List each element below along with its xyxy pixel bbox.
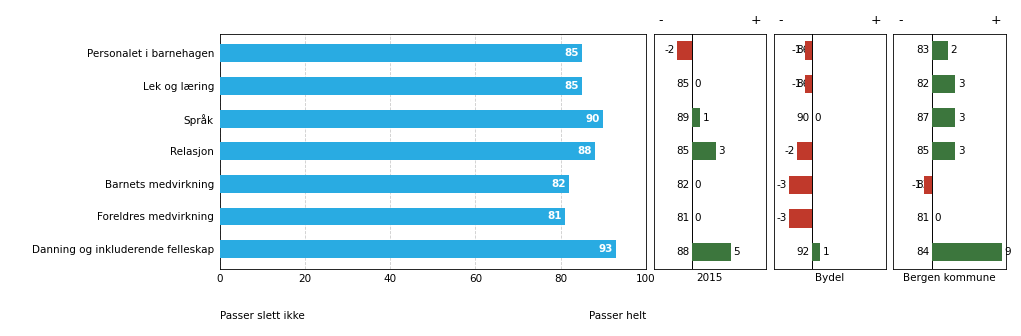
Text: 3: 3 [958,79,964,89]
Text: +: + [990,13,1002,27]
Bar [677,41,692,60]
Bar [805,75,813,93]
Bar [220,77,582,95]
Text: 87: 87 [676,45,689,55]
Text: -3: -3 [776,180,787,190]
Text: 89: 89 [676,113,689,123]
Text: 85: 85 [676,146,689,156]
Bar [789,175,813,194]
Bar [796,142,813,160]
Text: 0: 0 [815,113,821,123]
Text: 90: 90 [586,114,600,124]
Bar [932,41,947,60]
Bar [805,41,813,60]
Text: 85: 85 [676,79,689,89]
Text: 3: 3 [958,113,964,123]
Bar [220,208,565,225]
Bar [789,209,813,227]
Text: 90: 90 [796,146,810,156]
Text: 81: 81 [676,213,689,223]
Text: 92: 92 [796,247,810,257]
Text: 90: 90 [796,113,810,123]
Text: 81: 81 [916,213,929,223]
Text: -1: -1 [792,79,803,89]
Bar [220,142,595,160]
Text: 82: 82 [676,180,689,190]
Bar [220,240,617,258]
Text: -: - [778,13,782,27]
Text: 2: 2 [950,45,957,55]
Text: 1: 1 [702,113,709,123]
Text: -1: -1 [912,180,922,190]
Text: Passer slett ikke: Passer slett ikke [220,311,304,321]
Text: Passer helt: Passer helt [589,311,646,321]
Text: 87: 87 [916,113,929,123]
Text: 85: 85 [916,146,929,156]
Text: 88: 88 [577,146,591,156]
Text: 93: 93 [598,244,613,254]
Text: 81: 81 [547,211,562,221]
X-axis label: Bergen kommune: Bergen kommune [904,273,995,283]
Bar [220,175,570,193]
Bar [932,142,956,160]
Text: 1: 1 [822,247,829,257]
Text: 84: 84 [796,213,810,223]
Text: 83: 83 [916,45,929,55]
Text: 0: 0 [694,79,701,89]
Text: 86: 86 [796,45,810,55]
Bar [932,75,956,93]
Text: -: - [897,13,903,27]
Bar [692,142,716,160]
Text: 85: 85 [796,180,810,190]
Text: 0: 0 [694,213,701,223]
Text: +: + [871,13,881,27]
Bar [692,243,731,261]
Text: 0: 0 [934,213,941,223]
Text: 85: 85 [565,48,579,58]
Bar [220,44,582,62]
Text: 82: 82 [551,179,566,189]
Text: 3: 3 [718,146,725,156]
Bar [932,108,956,127]
Text: 83: 83 [916,180,929,190]
Text: 84: 84 [916,247,929,257]
Bar [924,175,932,194]
Text: 9: 9 [1004,247,1011,257]
Text: -: - [659,13,663,27]
Text: 3: 3 [958,146,964,156]
X-axis label: 2015: 2015 [696,273,723,283]
X-axis label: Bydel: Bydel [815,273,844,283]
Text: -2: -2 [784,146,794,156]
Text: 82: 82 [916,79,929,89]
Bar [813,243,820,261]
Text: 85: 85 [565,81,579,91]
Bar [220,110,603,128]
Bar [692,108,700,127]
Text: -2: -2 [665,45,675,55]
Text: -3: -3 [776,213,787,223]
Bar [932,243,1002,261]
Text: 86: 86 [796,79,810,89]
Text: -1: -1 [792,45,803,55]
Text: 5: 5 [733,247,740,257]
Text: +: + [750,13,762,27]
Text: 0: 0 [694,180,701,190]
Text: 88: 88 [676,247,689,257]
